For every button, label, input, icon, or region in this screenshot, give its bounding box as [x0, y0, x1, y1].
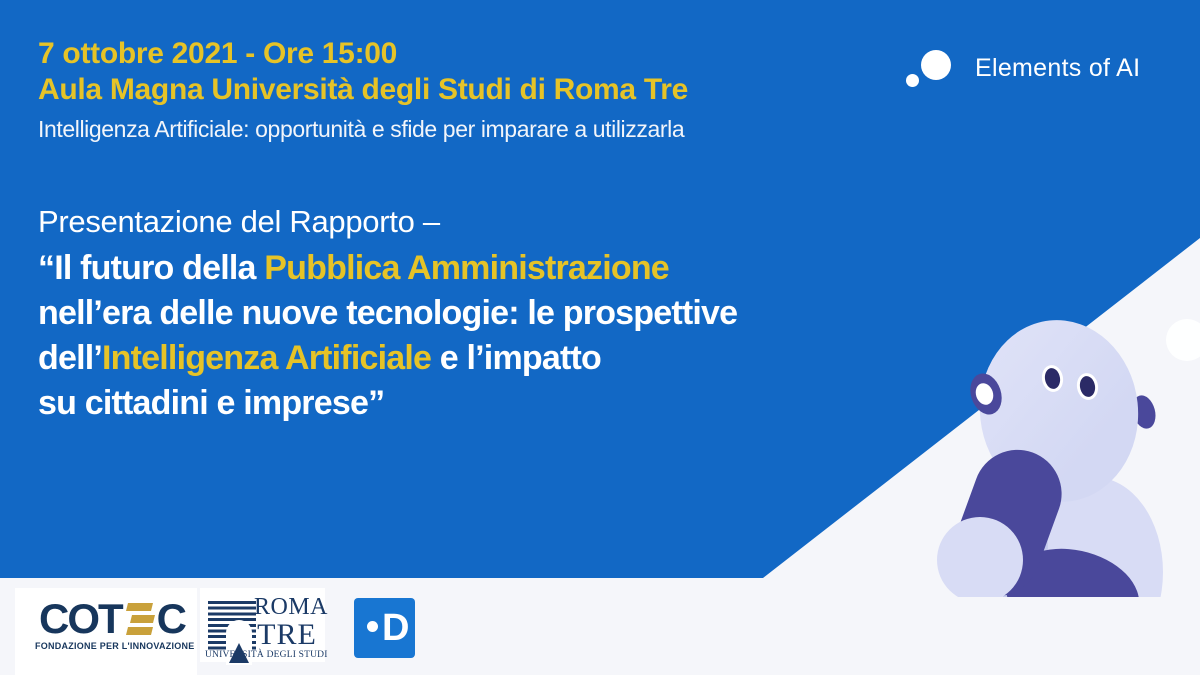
robot-hand: [937, 517, 1023, 597]
logo-big-circle-icon: [921, 50, 951, 80]
cotec-logo: COT C FONDAZIONE PER L'INNOVAZIONE: [15, 588, 197, 675]
d-logo: D: [354, 598, 415, 658]
title-line-1: “Il futuro della Pubblica Amministrazion…: [38, 246, 737, 291]
brand-name: Elements of AI: [975, 54, 1141, 82]
decorative-circle: [1166, 319, 1200, 361]
robot-illustration: [930, 315, 1200, 597]
title-line-1-highlight: Pubblica Amministrazione: [264, 249, 669, 287]
title-line-1-white: “Il futuro della: [38, 249, 265, 287]
event-date: 7 ottobre 2021 - Ore 15:00: [38, 37, 398, 70]
title-line-3-white-b: e l’impatto: [431, 339, 602, 377]
roma-tre-emblem-icon: [208, 601, 256, 665]
roma-tre-tagline: UNIVERSITÀ DEGLI STUDI: [205, 650, 328, 660]
title-line-3-white-a: dell’: [38, 339, 103, 377]
title-line-2: nell’era delle nuove tecnologie: le pros…: [38, 294, 738, 332]
elements-of-ai-logo: Elements of AI: [900, 44, 1180, 94]
roma-tre-triangle-icon: [229, 643, 249, 663]
roma-tre-wordmark: ROMA TRE: [254, 594, 329, 651]
title-intro: Presentazione del Rapporto –: [38, 204, 440, 239]
cotec-tagline: FONDAZIONE PER L'INNOVAZIONE: [35, 641, 195, 651]
title-line-4: su cittadini e imprese”: [38, 384, 385, 422]
roma-tre-logo: ROMA TRE UNIVERSITÀ DEGLI STUDI: [200, 588, 329, 665]
title-block: Presentazione del Rapporto – “Il futuro …: [38, 202, 738, 426]
cotec-text-left: COT: [39, 595, 124, 642]
title-line-3-highlight: Intelligenza Artificiale: [102, 339, 432, 377]
event-subtitle: Intelligenza Artificiale: opportunità e …: [38, 116, 685, 142]
d-logo-letter: D: [382, 607, 410, 649]
cotec-wordmark: COT C: [39, 595, 187, 642]
roma-tre-line2: TRE: [257, 618, 317, 651]
event-venue: Aula Magna Università degli Studi di Rom…: [38, 73, 688, 106]
event-header: 7 ottobre 2021 - Ore 15:00 Aula Magna Un…: [38, 36, 688, 143]
logo-small-circle-icon: [906, 74, 919, 87]
cotec-e-bars-icon: [125, 603, 155, 635]
d-logo-dot-icon: [367, 621, 378, 632]
roma-tre-line1: ROMA: [254, 594, 329, 620]
title-line-3: dell’Intelligenza Artificiale e l’impatt…: [38, 336, 737, 381]
cotec-text-right: C: [156, 595, 187, 642]
